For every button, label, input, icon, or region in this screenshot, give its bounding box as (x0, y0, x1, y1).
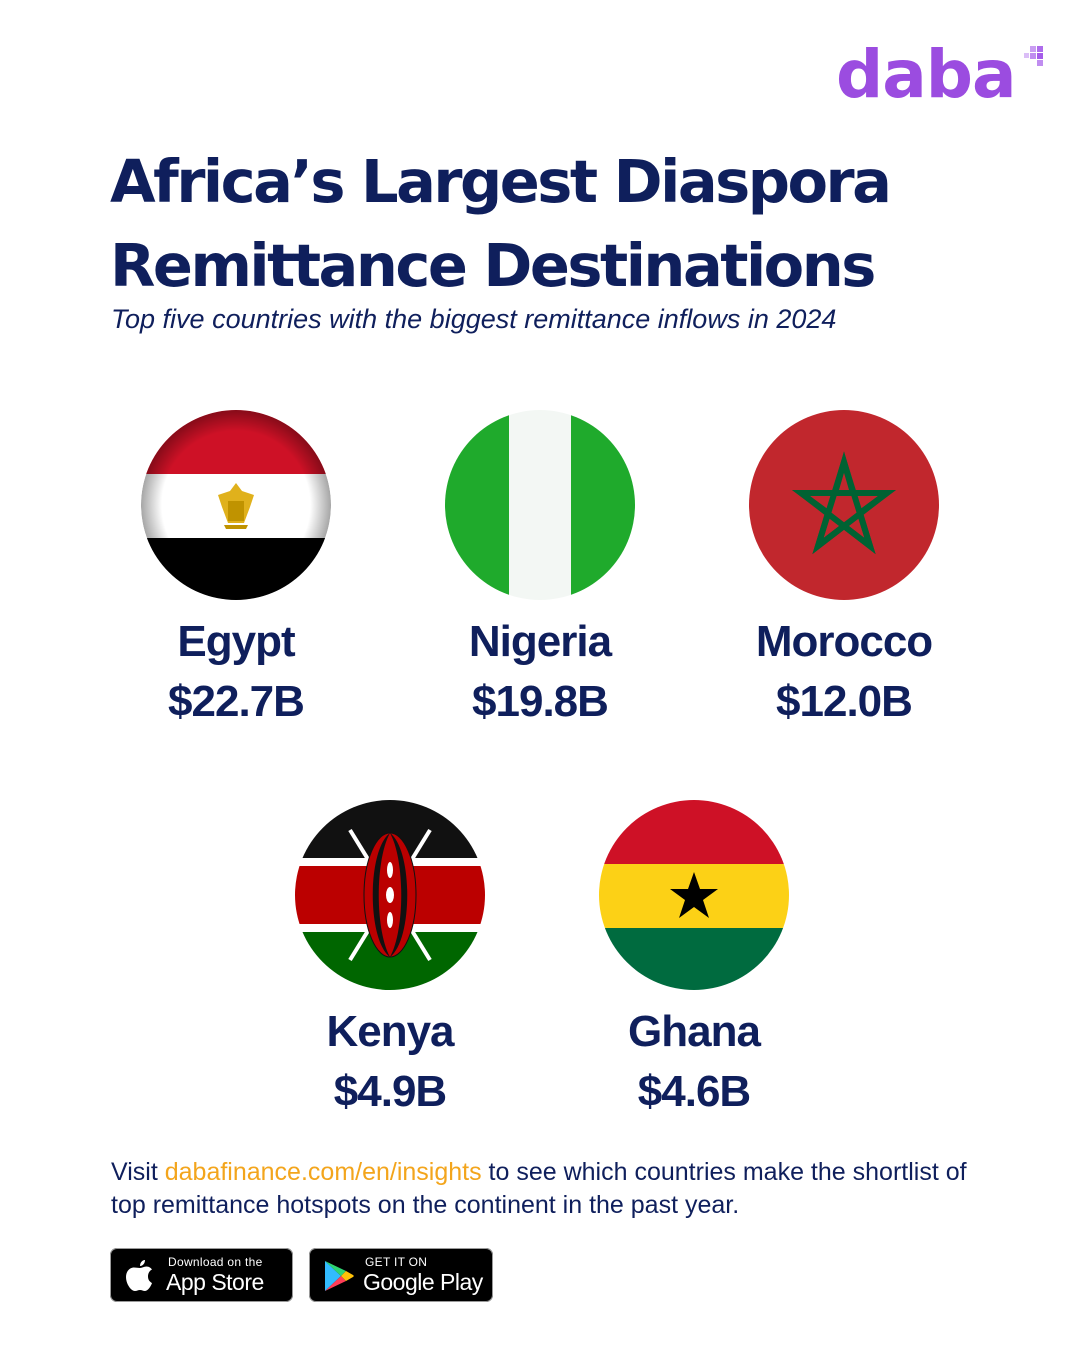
country-card-kenya: Kenya $4.9B (260, 800, 520, 1120)
country-name: Morocco (755, 617, 933, 666)
morocco-flag-icon (749, 410, 939, 600)
country-card-morocco: Morocco $12.0B (714, 410, 974, 730)
remittance-value: $22.7B (168, 677, 305, 726)
country-card-nigeria: Nigeria $19.8B (410, 410, 670, 730)
google-play-big-text: Google Play (363, 1269, 483, 1295)
nigeria-flag-icon (445, 410, 635, 600)
page-subtitle: Top five countries with the biggest remi… (111, 304, 837, 334)
google-play-icon (323, 1259, 355, 1298)
country-card-egypt: Egypt $22.7B (106, 410, 366, 730)
app-store-big-text: App Store (166, 1269, 264, 1295)
remittance-value: $12.0B (776, 677, 913, 726)
kenya-flag-icon (295, 800, 485, 990)
country-name: Ghana (628, 1007, 761, 1056)
app-store-small-text: Download on the (168, 1255, 263, 1269)
egypt-flag-icon (141, 410, 331, 600)
ghana-flag-icon (599, 800, 789, 990)
daba-logo: daba (836, 36, 1043, 118)
remittance-value: $19.8B (472, 677, 609, 726)
footer-text: Visit dabafinance.com/en/insights to see… (111, 1156, 991, 1222)
google-play-small-text: GET IT ON (365, 1255, 428, 1269)
remittance-value: $4.6B (637, 1067, 751, 1116)
country-name: Nigeria (468, 617, 612, 666)
remittance-value: $4.9B (333, 1067, 447, 1116)
footer-prefix: Visit (111, 1158, 165, 1186)
apple-icon (124, 1258, 156, 1299)
country-name: Egypt (177, 617, 295, 666)
app-store-badge[interactable]: Download on the App Store (110, 1248, 293, 1302)
logo-text: daba (836, 36, 1017, 113)
google-play-badge[interactable]: GET IT ON Google Play (309, 1248, 493, 1302)
insights-link[interactable]: dabafinance.com/en/insights (164, 1158, 482, 1186)
page-title: Africa’s Largest Diaspora Remittance Des… (110, 147, 892, 300)
country-card-ghana: Ghana $4.6B (564, 800, 824, 1120)
country-name: Kenya (326, 1007, 454, 1056)
footer-suffix: to see which countries make the shortlis… (111, 1158, 967, 1219)
